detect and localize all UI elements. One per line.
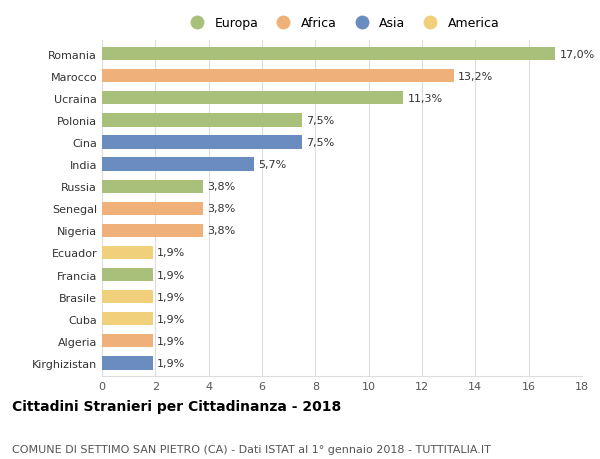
Text: 1,9%: 1,9% [157,314,185,324]
Bar [102,180,203,193]
Bar [102,92,403,105]
Text: 5,7%: 5,7% [258,160,286,170]
Text: 1,9%: 1,9% [157,336,185,346]
Text: 13,2%: 13,2% [458,72,493,82]
Bar [102,224,203,237]
Bar [102,202,203,215]
Bar [102,313,152,326]
Text: 7,5%: 7,5% [306,116,334,126]
Bar [102,158,254,171]
Text: 1,9%: 1,9% [157,358,185,368]
Text: 1,9%: 1,9% [157,270,185,280]
Bar [102,246,152,259]
Bar [102,291,152,304]
Text: COMUNE DI SETTIMO SAN PIETRO (CA) - Dati ISTAT al 1° gennaio 2018 - TUTTITALIA.I: COMUNE DI SETTIMO SAN PIETRO (CA) - Dati… [12,444,491,454]
Text: 7,5%: 7,5% [306,138,334,148]
Bar [102,335,152,348]
Bar [102,48,556,61]
Text: 3,8%: 3,8% [208,182,236,192]
Text: 1,9%: 1,9% [157,248,185,258]
Bar [102,269,152,281]
Text: 1,9%: 1,9% [157,292,185,302]
Legend: Europa, Africa, Asia, America: Europa, Africa, Asia, America [184,17,500,30]
Bar [102,357,152,370]
Bar [102,114,302,127]
Bar [102,70,454,83]
Text: 17,0%: 17,0% [559,50,595,60]
Text: 11,3%: 11,3% [407,94,442,104]
Text: 3,8%: 3,8% [208,204,236,214]
Text: Cittadini Stranieri per Cittadinanza - 2018: Cittadini Stranieri per Cittadinanza - 2… [12,399,341,413]
Text: 3,8%: 3,8% [208,226,236,236]
Bar [102,136,302,149]
